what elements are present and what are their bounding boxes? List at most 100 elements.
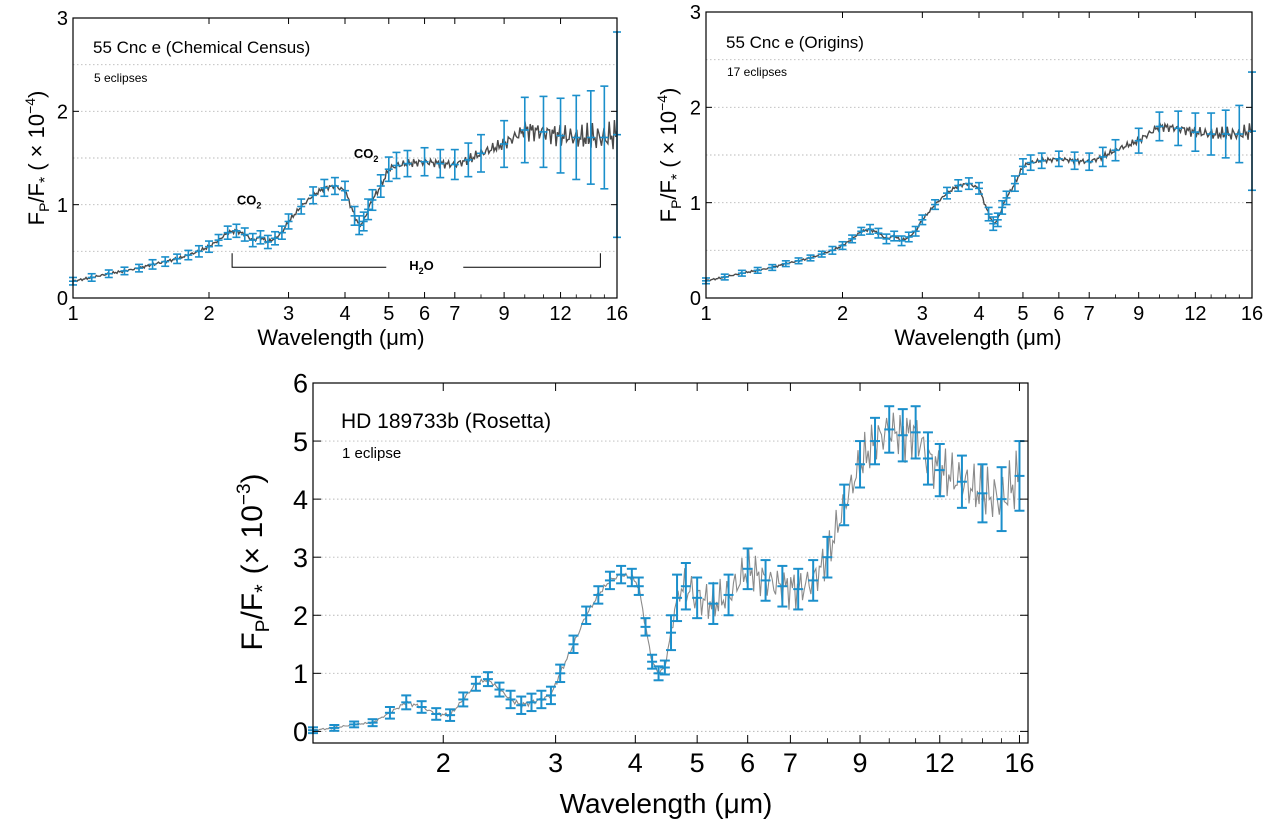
error-bar bbox=[376, 174, 385, 198]
ylabel-sub2: * bbox=[37, 177, 54, 183]
x-tick-label: 6 bbox=[740, 748, 755, 778]
error-bar bbox=[355, 215, 364, 236]
x-tick-label: 5 bbox=[1017, 303, 1028, 325]
error-bar bbox=[1098, 146, 1107, 168]
panel-title: 55 Cnc e (Origins) bbox=[726, 33, 864, 52]
error-bar bbox=[839, 483, 850, 527]
error-bar bbox=[516, 695, 527, 715]
error-bar bbox=[320, 178, 329, 198]
error-bar bbox=[232, 223, 241, 239]
y-tick-label: 2 bbox=[57, 102, 68, 124]
h2o-bracket-left bbox=[231, 253, 387, 268]
error-bar bbox=[445, 708, 456, 722]
error-bar bbox=[828, 245, 837, 255]
error-bar bbox=[806, 254, 815, 262]
error-bar bbox=[1085, 152, 1094, 172]
y-tick-label: 4 bbox=[293, 485, 308, 515]
ylabel-close: ) bbox=[236, 473, 269, 483]
x-tick-label: 4 bbox=[973, 303, 984, 325]
panel-subtitle: 5 eclipses bbox=[94, 71, 147, 85]
error-bar bbox=[874, 227, 883, 239]
x-tick-label: 7 bbox=[1084, 303, 1095, 325]
error-bar bbox=[482, 671, 493, 688]
error-bar bbox=[87, 272, 96, 283]
error-bar bbox=[284, 213, 293, 230]
error-bar bbox=[996, 466, 1007, 533]
y-axis-label: FP/F* ( × 10−4) bbox=[22, 91, 54, 226]
error-bar bbox=[956, 454, 967, 509]
error-bar bbox=[161, 256, 170, 268]
x-tick-label: 4 bbox=[339, 303, 350, 325]
x-tick-label: 6 bbox=[419, 303, 430, 325]
x-axis-label: Wavelength (μm) bbox=[257, 325, 424, 350]
y-tick-label: 6 bbox=[293, 369, 308, 399]
y-tick-label: 0 bbox=[690, 288, 701, 310]
error-bar bbox=[470, 675, 481, 692]
error-bar bbox=[692, 576, 703, 620]
error-bar bbox=[1155, 111, 1164, 142]
x-tick-label: 3 bbox=[917, 303, 928, 325]
error-bar bbox=[464, 142, 473, 178]
error-bar bbox=[458, 691, 469, 708]
y-tick-label: 1 bbox=[57, 195, 68, 217]
error-bar bbox=[500, 119, 509, 169]
error-bar bbox=[890, 230, 899, 242]
ylabel-exp: −4 bbox=[654, 95, 670, 111]
error-bar bbox=[593, 585, 604, 605]
y-tick-label: 1 bbox=[690, 193, 701, 215]
error-bar bbox=[223, 225, 232, 240]
error-bar bbox=[330, 176, 339, 196]
error-bar bbox=[581, 605, 592, 625]
x-tick-label: 7 bbox=[449, 303, 460, 325]
error-bar bbox=[793, 567, 804, 611]
error-bar bbox=[1018, 158, 1027, 175]
y-tick-label: 2 bbox=[690, 98, 701, 120]
error-bar bbox=[436, 148, 445, 179]
error-bar bbox=[781, 260, 790, 268]
error-bar bbox=[384, 706, 395, 720]
error-bar bbox=[942, 186, 951, 200]
ylabel-close: ) bbox=[656, 88, 681, 95]
x-tick-label: 2 bbox=[203, 303, 214, 325]
error-bar bbox=[392, 151, 401, 180]
ylabel-mid: /F bbox=[24, 183, 49, 203]
error-bar bbox=[1235, 104, 1244, 164]
ylabel-main: F bbox=[236, 632, 269, 650]
y-axis-label: FP/F* (× 10−3) bbox=[234, 473, 275, 650]
error-bar bbox=[556, 97, 565, 174]
x-tick-label: 2 bbox=[837, 303, 848, 325]
x-tick-label: 3 bbox=[548, 748, 563, 778]
error-bar bbox=[910, 405, 921, 460]
y-tick-label: 3 bbox=[293, 543, 308, 573]
error-bar bbox=[1010, 175, 1019, 193]
error-bar bbox=[964, 177, 973, 191]
error-bar bbox=[922, 431, 933, 486]
x-tick-label: 16 bbox=[1004, 748, 1034, 778]
x-axis-label: Wavelength (μm) bbox=[560, 788, 773, 819]
ylabel-exp: −4 bbox=[22, 98, 38, 114]
model-spectrum-line bbox=[705, 121, 1253, 282]
ylabel-sub1: P bbox=[253, 620, 274, 633]
error-bar bbox=[640, 617, 651, 637]
error-bar bbox=[1221, 109, 1230, 159]
error-bar bbox=[173, 253, 182, 265]
error-bar bbox=[666, 614, 677, 652]
ylabel-scale: (× 10 bbox=[236, 505, 269, 574]
error-bar bbox=[359, 211, 368, 232]
ylabel-sub1: P bbox=[668, 200, 684, 209]
x-tick-label: 9 bbox=[853, 748, 868, 778]
x-tick-label: 5 bbox=[383, 303, 394, 325]
annotation-label: CO2 bbox=[237, 193, 262, 211]
error-bar bbox=[737, 269, 746, 277]
error-bar bbox=[989, 216, 998, 232]
ylabel-mid: /F bbox=[656, 180, 681, 200]
error-bar bbox=[993, 212, 1002, 228]
error-bar bbox=[1111, 138, 1120, 162]
x-tick-label: 6 bbox=[1053, 303, 1064, 325]
error-bar bbox=[760, 559, 771, 602]
error-bar bbox=[882, 233, 891, 245]
error-bar bbox=[526, 692, 537, 713]
model-spectrum-line bbox=[312, 412, 1021, 732]
error-bar bbox=[897, 235, 906, 247]
panel-title: 55 Cnc e (Chemical Census) bbox=[93, 38, 310, 57]
